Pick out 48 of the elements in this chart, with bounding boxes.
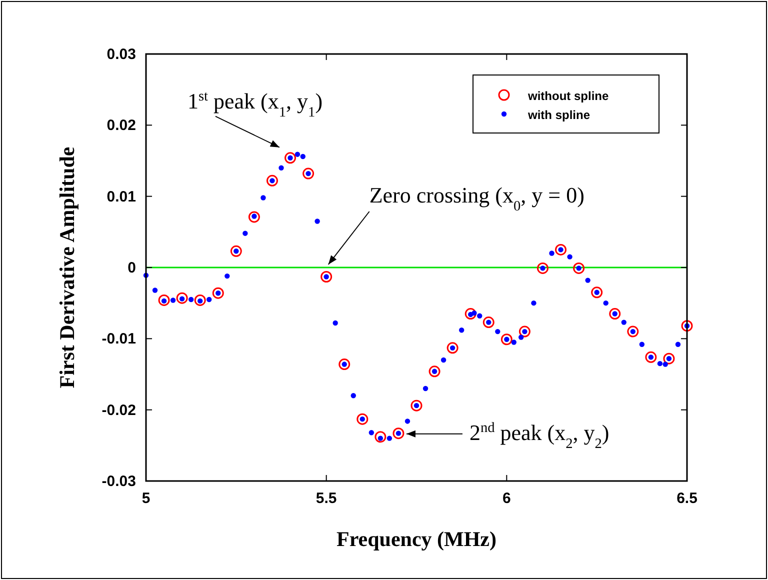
point [428,366,440,378]
point [446,342,458,354]
annotation: 1$^{st}$ peak (x$_{1}$, y$_{1}$) [187,88,323,120]
point [591,286,603,298]
point [464,308,476,320]
legend-label: without spline [527,89,609,103]
y-tick-label: 0.01 [106,188,136,206]
y-axis-title: First Derivative Amplitude [55,146,79,388]
point [302,168,314,180]
point [176,292,188,304]
point [645,351,657,363]
point [266,174,278,186]
point [320,271,332,282]
point [338,358,350,370]
point [194,294,206,306]
x-tick-label: 6 [502,490,511,507]
point [555,244,567,256]
point [573,262,585,274]
y-tick-label: 0.03 [106,46,136,63]
y-tick-label: -0.03 [102,473,136,490]
point [536,262,548,274]
point [500,334,512,346]
y-tick-label: 0 [128,260,136,276]
point [410,400,422,412]
point [663,352,675,364]
x-tick-label: 5.5 [316,490,337,507]
x-tick-label: 5 [142,490,150,507]
x-axis-title: Frequency (MHz) [336,527,496,551]
legend-label: with spline [527,108,590,122]
point [482,316,494,328]
point [627,326,639,338]
point [392,428,404,440]
point [609,308,621,320]
annotation: 2$^{nd}$ peak (x$_{2}$, y$_{2}$) [469,420,610,452]
point [374,431,386,443]
point [356,413,368,425]
point [518,326,530,338]
annotation: Zero crossing (x$_{0}$, y = 0) [369,182,584,214]
y-tick-label: 0.02 [106,117,136,134]
point [158,294,170,306]
point [681,320,693,332]
point [230,245,242,257]
x-tick-label: 6.5 [676,490,698,507]
point [248,211,260,223]
point [284,152,296,164]
point [212,287,224,299]
y-tick-label: -0.01 [102,330,136,348]
y-tick-label: -0.02 [102,402,136,419]
